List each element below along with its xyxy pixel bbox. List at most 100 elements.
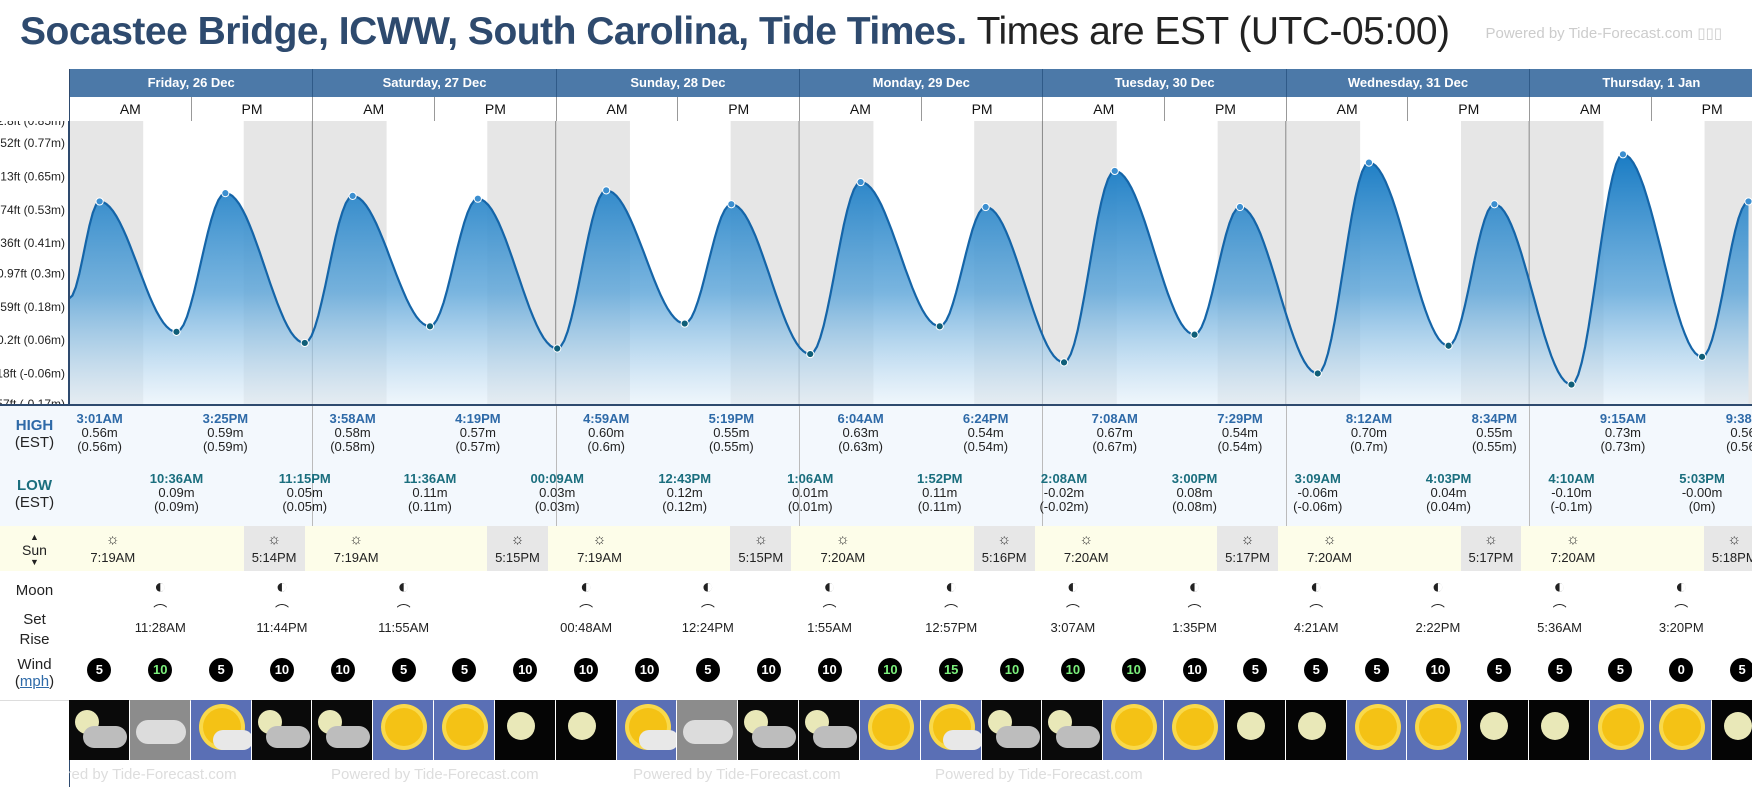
wind-cell: 15	[931, 658, 971, 682]
day-header: Saturday, 27 Dec	[312, 69, 555, 97]
high-tide-cell-time: 7:08AM	[1091, 411, 1138, 426]
wind-speed-icon: 5	[1365, 658, 1390, 682]
moon-cell: ◐ ⌒ 3:07AM	[1043, 576, 1103, 635]
sunset-cell: ☼ 5:17PM	[1217, 526, 1278, 571]
wind-speed-icon: 10	[817, 658, 842, 682]
row-divider	[1042, 406, 1044, 526]
row-divider	[1285, 406, 1287, 526]
pm-label: PM	[1164, 97, 1286, 121]
high-tide-cell: 9:38PM0.56m(0.56m)	[1716, 412, 1752, 454]
high-tide-cell-meters-paren: (0.63m)	[838, 439, 884, 454]
wind-cell: 10	[810, 658, 850, 682]
y-tick-label: 2.52ft (0.77m)	[0, 136, 65, 150]
sunrise-time: 7:19AM	[90, 550, 136, 565]
sunny-icon	[1103, 700, 1164, 760]
sunset-cell: ☼ 5:16PM	[973, 526, 1035, 571]
moonrise-icon: ⌒	[1187, 603, 1202, 619]
powered-by-text[interactable]: Powered by Tide-Forecast.com	[1485, 25, 1694, 42]
wind-label: Wind	[17, 656, 52, 673]
wind-speed-icon: 10	[1121, 658, 1146, 682]
wind-cell: 10	[1418, 658, 1458, 682]
clear-night-icon	[1711, 700, 1752, 760]
high-tide-cell-time: 5:19PM	[708, 411, 755, 426]
wind-speed-icon: 0	[1669, 658, 1694, 682]
sun-up-icon: ▲	[30, 532, 39, 542]
low-tide-cell: 12:43PM 0.12m (0.12m)	[653, 472, 717, 514]
wind-speed-icon: 5	[1730, 658, 1752, 682]
sunset-time: 5:16PM	[981, 550, 1027, 565]
high-tide-cell: 4:19PM 0.57m (0.57m)	[446, 412, 510, 454]
sunny-icon	[373, 700, 434, 760]
tide-forecast-logo-icon: ▯▯▯	[1697, 25, 1722, 42]
low-tide-cell: 5:03PM -0.00m (0m)	[1670, 472, 1734, 514]
high-tide-point	[221, 189, 230, 198]
y-tick-label: 0.97ft (0.3m)	[0, 267, 65, 281]
wind-cell: 5	[79, 658, 119, 682]
moonrise-icon: ⌒	[700, 603, 715, 619]
high-tide-cell-meters: 0.63m	[842, 425, 879, 440]
low-tide-cell-meters: -0.02m	[1043, 485, 1085, 500]
sunrise-time: 7:19AM	[333, 550, 379, 565]
wind-speed-icon: 10	[1425, 658, 1450, 682]
low-tide-cell-meters: 0.12m	[666, 485, 703, 500]
low-tide-point	[1190, 330, 1199, 339]
wind-speed-icon: 5	[452, 658, 477, 682]
wind-speed-icon: 5	[1547, 658, 1572, 682]
low-tide-cell-meters-paren: (0.04m)	[1426, 499, 1471, 514]
high-tide-cell-meters-paren: (0.55m)	[708, 439, 754, 454]
clear-night-icon	[1529, 700, 1589, 760]
cloudy-icon	[129, 700, 190, 760]
moon-rise-label: Rise	[0, 631, 69, 648]
sunny-icon	[1407, 700, 1468, 760]
pm-label: PM	[190, 97, 313, 121]
moon-time: 3:20PM	[1658, 620, 1704, 635]
day-header: Thursday, 1 Jan	[1529, 69, 1752, 97]
high-tide-cell-meters: 0.56m	[1730, 425, 1752, 440]
high-tide-cell: 7:29PM 0.54m (0.54m)	[1208, 412, 1272, 454]
low-tide-cell-meters: -0.10m	[1551, 485, 1592, 500]
sunset-cell: ☼ 5:17PM	[1460, 526, 1522, 571]
moon-time: 4:21AM	[1293, 620, 1339, 635]
wind-speed-icon: 10	[878, 658, 903, 682]
sunrise-icon: ☼	[1566, 531, 1580, 548]
moon-phase-icon: ◐	[701, 576, 714, 598]
row-band	[0, 406, 1752, 467]
powered-by-watermark: Powered by Tide-Forecast.com	[331, 766, 539, 783]
sunset-icon: ☼	[267, 531, 281, 548]
sunset-icon: ☼	[510, 531, 525, 548]
low-tide-cell: 11:15PM 0.05m (0.05m)	[273, 472, 337, 514]
high-tide-cell-meters-paren: (0.67m)	[1092, 439, 1138, 454]
clear-night-icon	[1224, 700, 1285, 760]
wind-cell: 10	[627, 658, 667, 682]
sun-label: Sun	[22, 542, 47, 558]
wind-cell: 10	[870, 658, 910, 682]
low-tide-cell: 2:08AM -0.02m (-0.02m)	[1032, 472, 1096, 514]
moon-phase-icon: ◐	[580, 576, 593, 598]
high-tide-cell-meters-paren: (0.59m)	[202, 439, 248, 454]
day-header: Monday, 29 Dec	[799, 69, 1042, 97]
partly-sunny-icon	[190, 700, 251, 760]
moon-phase-icon: ◐	[397, 576, 410, 598]
high-tide-cell-meters-paren: (0.73m)	[1600, 439, 1646, 454]
high-tide-cell-meters: 0.59m	[207, 425, 244, 440]
moon-rise-label-text: Rise	[19, 631, 50, 648]
high-tide-cell: 6:04AM 0.63m (0.63m)	[829, 412, 893, 454]
low-tide-cell-time: 11:15PM	[278, 471, 331, 486]
low-tide-cell-time: 2:08AM	[1040, 471, 1088, 486]
cloudy-night-icon	[251, 700, 312, 760]
high-row-label: HIGH (EST)	[0, 417, 69, 451]
row-band	[0, 466, 1752, 527]
sunny-icon	[1590, 700, 1650, 760]
high-tide-cell-time: 3:25PM	[202, 411, 249, 426]
moon-time: 00:48AM	[560, 620, 613, 635]
wind-speed-icon: 5	[391, 658, 416, 682]
moon-time: 12:57PM	[925, 620, 978, 635]
mph-link[interactable]: mph	[19, 673, 50, 690]
high-tide-point	[727, 200, 736, 209]
low-tide-point	[806, 349, 815, 359]
moon-cell: ◐ ⌒ 3:20PM	[1651, 576, 1711, 635]
wind-cell: 5	[384, 658, 424, 682]
low-tide-cell: 3:00PM 0.08m (0.08m)	[1163, 472, 1227, 514]
low-tide-cell: 4:03PM 0.04m (0.04m)	[1417, 472, 1481, 514]
powered-by-top[interactable]: Powered by Tide-Forecast.com ▯▯▯	[1485, 24, 1722, 42]
